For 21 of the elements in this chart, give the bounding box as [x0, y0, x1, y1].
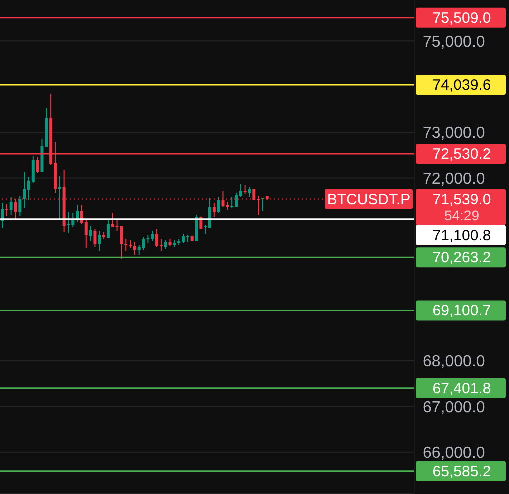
ref-line-label: 71,100.8	[432, 227, 492, 244]
ref-line-label: 75,509.0	[432, 10, 492, 27]
ref-line-label: 69,100.7	[432, 302, 492, 320]
text: 54:29	[444, 207, 480, 224]
candlestick	[58, 176, 62, 220]
y-tick-label: 68,000.0	[423, 354, 486, 371]
y-tick-label: 73,000.0	[423, 125, 486, 142]
ref-line-label: 70,263.2	[432, 250, 492, 267]
y-tick-label: 67,000.0	[423, 399, 486, 416]
candlestick	[124, 239, 128, 252]
y-tick-label: 72,000.0	[423, 170, 486, 188]
candlestick	[5, 204, 8, 216]
ref-line-label: 67,401.8	[432, 380, 492, 398]
ref-line-label: 74,039.6	[432, 77, 492, 94]
y-tick-label: 66,000.0	[423, 445, 486, 462]
ref-line-label: 71,539.0	[432, 191, 492, 208]
y-tick-label: 75,000.0	[423, 34, 486, 51]
ref-line-label: 72,530.2	[432, 146, 492, 163]
annotation: BTCUSDT.P	[327, 191, 411, 208]
candlestick	[230, 197, 234, 208]
ref-line-label: 65,585.2	[432, 463, 492, 480]
